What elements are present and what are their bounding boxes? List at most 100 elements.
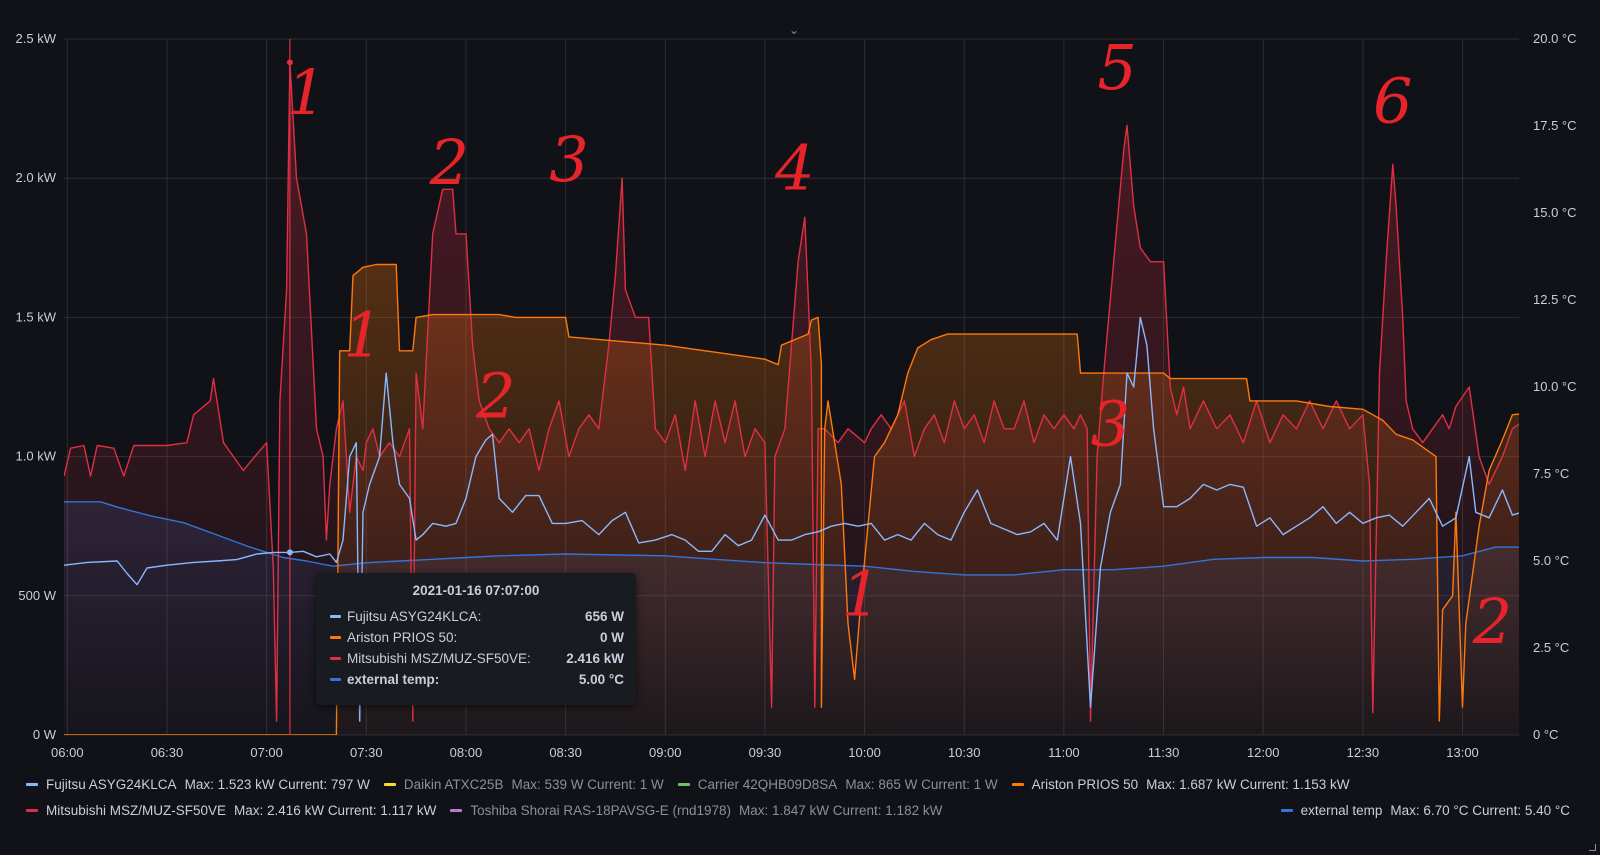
series-swatch	[330, 678, 341, 681]
series-swatch	[330, 615, 341, 618]
legend-series-name: Toshiba Shorai RAS-18PAVSG-E (rnd1978)	[470, 803, 731, 818]
series-swatch	[450, 809, 463, 812]
tooltip-value: 656 W	[584, 609, 624, 624]
x-tick-label: 10:00	[848, 745, 881, 760]
legend-item[interactable]: Ariston PRIOS 50 Max: 1.687 kW Current: 1…	[1011, 777, 1350, 792]
tooltip-value: 5.00 °C	[578, 672, 624, 687]
y-tick-label-right: 0 °C	[1533, 727, 1558, 742]
y-tick-label-left: 2.5 kW	[16, 31, 57, 46]
annotation-label: 3	[1091, 387, 1130, 460]
y-tick-label-right: 10.0 °C	[1533, 379, 1577, 394]
annotation-label: 2	[429, 126, 469, 199]
x-axis: 06:00 06:30 07:00 07:30 08:00 08:30 09:00 09:30…	[51, 745, 1479, 760]
y-tick-label-right: 15.0 °C	[1533, 205, 1577, 220]
series-swatch	[1011, 783, 1024, 786]
x-tick-label: 10:30	[948, 745, 981, 760]
legend-row: Fujitsu ASYG24KLCA Max: 1.523 kW Current:…	[26, 774, 1363, 792]
crosshair-point	[286, 549, 293, 556]
x-tick-label: 09:00	[649, 745, 682, 760]
x-tick-label: 06:00	[51, 745, 84, 760]
x-tick-label: 07:30	[350, 745, 383, 760]
y-tick-label-right: 20.0 °C	[1533, 31, 1577, 46]
y-tick-label-right: 5.0 °C	[1533, 553, 1569, 568]
legend-series-name: Mitsubishi MSZ/MUZ-SF50VE	[46, 803, 227, 818]
x-tick-label: 09:30	[749, 745, 782, 760]
legend-series-name: Fujitsu ASYG24KLCA	[46, 777, 177, 792]
legend-item-external-temp[interactable]: external temp Max: 6.70 °C Current: 5.40…	[1280, 800, 1570, 818]
resize-handle[interactable]	[1589, 844, 1596, 851]
series-line-mitsubishi-msz-muz-sf50ve	[64, 61, 1519, 722]
x-tick-label: 11:00	[1048, 745, 1080, 760]
annotation-label: 1	[343, 298, 382, 371]
series-swatch	[383, 783, 396, 786]
y-axis-left: 0 W 500 W 1.0 kW 1.5 kW 2.0 kW 2.5 kW	[16, 31, 57, 742]
legend-item[interactable]: Daikin ATXC25B Max: 539 W Current: 1 W	[383, 777, 664, 792]
tooltip-label: external temp:	[347, 672, 440, 687]
annotation-label: 5	[1097, 31, 1136, 104]
tooltip-value: 0 W	[599, 630, 624, 645]
annotation-label: 4	[774, 131, 814, 204]
series-swatch	[26, 783, 38, 786]
series-line-ariston-prios-50	[64, 263, 1519, 735]
annotation-label: 1	[842, 557, 881, 630]
x-tick-label: 12:00	[1247, 745, 1280, 760]
legend-series-name: Ariston PRIOS 50	[1031, 777, 1139, 792]
legend-series-stats: Max: 865 W Current: 1 W	[845, 777, 998, 792]
y-axis-right: 0 °C 2.5 °C 5.0 °C 7.5 °C 10.0 °C 12.5 °C 15.0…	[1533, 31, 1577, 742]
y-tick-label-right: 17.5 °C	[1533, 118, 1577, 133]
x-tick-label: 13:00	[1446, 745, 1479, 760]
x-tick-label: 12:30	[1347, 745, 1380, 760]
legend-item[interactable]: Carrier 42QHB09D8SA Max: 865 W Current: 1…	[677, 777, 998, 792]
y-tick-label-left: 1.0 kW	[16, 449, 57, 464]
legend-series-stats: Max: 2.416 kW Current: 1.117 kW	[234, 803, 437, 818]
y-tick-label-right: 7.5 °C	[1533, 466, 1569, 481]
tooltip-time: 2021-01-16 07:07:00	[412, 583, 540, 598]
legend-series-stats: Max: 6.70 °C Current: 5.40 °C	[1390, 803, 1570, 818]
hover-tooltip: 2021-01-16 07:07:00 Fujitsu ASYG24KLCA: …	[316, 573, 636, 705]
annotation-label: 3	[549, 123, 588, 196]
tooltip-label: Ariston PRIOS 50:	[347, 630, 458, 645]
y-tick-label-left: 1.5 kW	[16, 309, 57, 324]
legend-row: Mitsubishi MSZ/MUZ-SF50VE Max: 2.416 kW C…	[26, 800, 956, 818]
y-tick-label-right: 12.5 °C	[1533, 292, 1577, 307]
series-swatch	[330, 657, 341, 660]
legend-series-name: Carrier 42QHB09D8SA	[697, 777, 838, 792]
x-tick-label: 08:30	[549, 745, 582, 760]
tooltip-row: Ariston PRIOS 50: 0 W	[316, 627, 636, 648]
x-tick-label: 08:00	[450, 745, 483, 760]
timeseries-chart[interactable]: 1 2 3 4 5 6 1 2 3 1 2 0 W 500 W 1.0 kW 1.5 kW 2.0 kW 2.…	[0, 0, 1600, 790]
legend-item[interactable]: Toshiba Shorai RAS-18PAVSG-E (rnd1978) Ma…	[450, 803, 942, 818]
legend-item[interactable]: Fujitsu ASYG24KLCA Max: 1.523 kW Current:…	[26, 777, 370, 792]
x-tick-label: 07:00	[250, 745, 283, 760]
hover-crosshair	[286, 39, 293, 735]
legend-series-stats: Max: 539 W Current: 1 W	[511, 777, 664, 792]
legend-series-stats: Max: 1.523 kW Current: 797 W	[184, 777, 370, 792]
series-swatch	[677, 783, 690, 786]
handwritten-annotations: 1 2 3 4 5 6 1 2 3 1 2	[287, 31, 1512, 658]
legend-item[interactable]: Mitsubishi MSZ/MUZ-SF50VE Max: 2.416 kW C…	[26, 803, 436, 818]
legend-series-name: Daikin ATXC25B	[403, 777, 504, 792]
series-swatch	[26, 809, 38, 812]
legend-series-name: external temp	[1300, 803, 1383, 818]
chevron-down-icon[interactable]: ⌄	[789, 23, 800, 37]
series-swatch	[330, 636, 341, 639]
legend-series-stats: Max: 1.847 kW Current: 1.182 kW	[739, 803, 943, 818]
y-tick-label-left: 500 W	[18, 588, 56, 603]
annotation-label: 2	[475, 360, 515, 433]
series-line-external-temp	[64, 501, 1519, 576]
y-tick-label-left: 0 W	[33, 727, 57, 742]
crosshair-point	[286, 59, 293, 66]
series-swatch	[1280, 809, 1293, 812]
tooltip-row: Fujitsu ASYG24KLCA: 656 W	[316, 606, 636, 627]
tooltip-value: 2.416 kW	[566, 651, 624, 666]
tooltip-row: Mitsubishi MSZ/MUZ-SF50VE: 2.416 kW	[316, 648, 636, 669]
y-tick-label-left: 2.0 kW	[16, 170, 57, 185]
tooltip-row: external temp: 5.00 °C	[316, 669, 636, 690]
legend-series-stats: Max: 1.687 kW Current: 1.153 kW	[1146, 777, 1350, 792]
tooltip-label: Fujitsu ASYG24KLCA:	[347, 609, 482, 624]
annotation-label: 2	[1472, 585, 1512, 658]
y-tick-label-right: 2.5 °C	[1533, 640, 1569, 655]
x-tick-label: 11:30	[1148, 745, 1180, 760]
tooltip-label: Mitsubishi MSZ/MUZ-SF50VE:	[347, 651, 531, 666]
annotation-label: 1	[287, 56, 326, 129]
